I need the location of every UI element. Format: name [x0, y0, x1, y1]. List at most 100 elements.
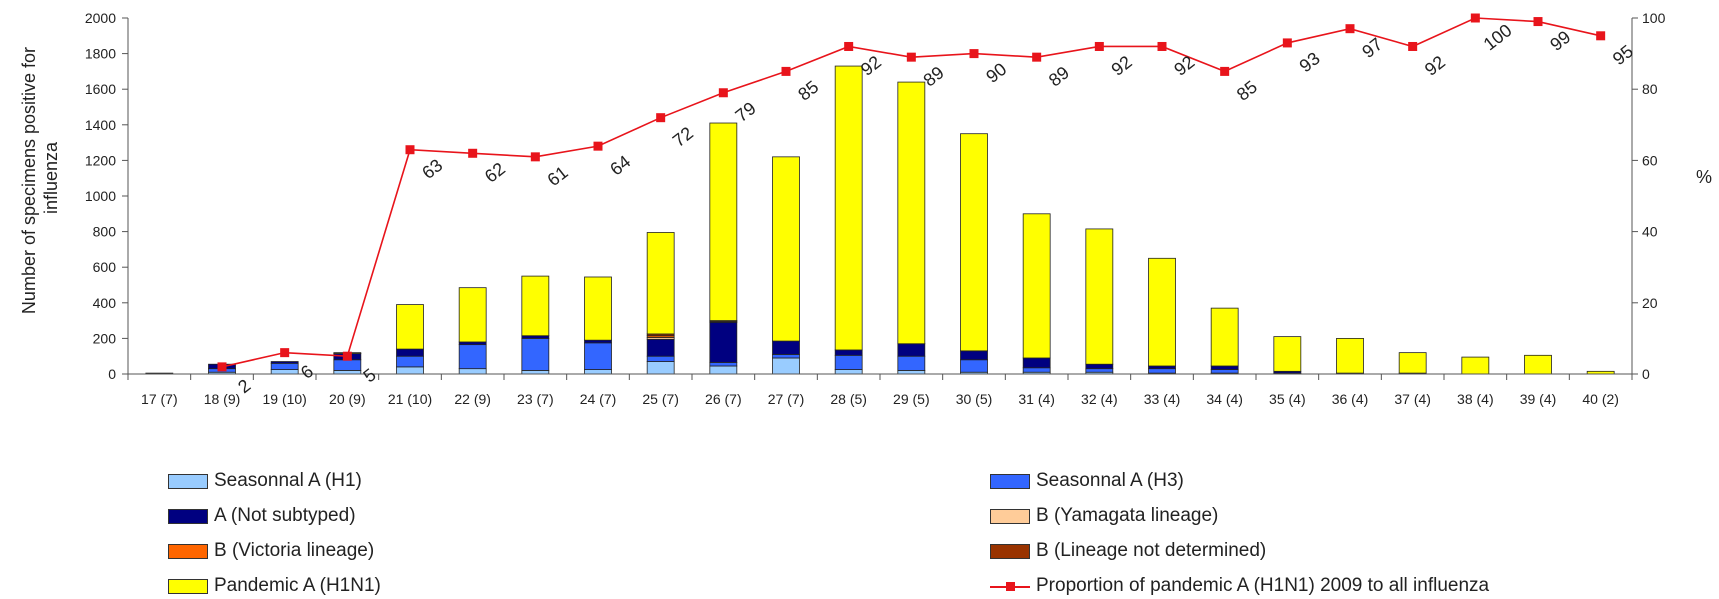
y-tick-label: 1200 [85, 152, 116, 168]
x-tick-label: 21 (10) [388, 391, 432, 407]
y-axis-title-line-2: influenza [41, 141, 61, 214]
bar-segment-seasonnal-a-h3 [458, 344, 487, 370]
bar-segment-seasonnal-a-h3 [1085, 368, 1114, 373]
bar-segment-a-not-subtyped [458, 341, 487, 346]
bar-segment-seasonnal-a-h3 [396, 355, 424, 368]
x-tick-label: 31 (4) [1018, 391, 1055, 407]
bar-segment-seasonnal-a-h3 [646, 355, 675, 362]
bar-segment-a-not-subtyped [1085, 363, 1114, 370]
x-tick-label: 17 (7) [141, 391, 178, 407]
bar-segment-seasonnal-a-h3 [1148, 368, 1176, 374]
x-tick-label: 36 (4) [1332, 391, 1369, 407]
bar-segment-a-not-subtyped [584, 339, 612, 344]
y-tick-label: 200 [93, 330, 117, 346]
x-tick-label: 40 (2) [1582, 391, 1619, 407]
proportion-marker [1032, 52, 1042, 62]
y-tick-label: 1000 [85, 188, 116, 204]
bar-segment-pandemic-a-h1n1 [1148, 257, 1176, 367]
bar-segment-pandemic-a-h1n1 [396, 304, 424, 350]
bar-segment-a-not-subtyped [772, 340, 800, 355]
y2-tick-label: 60 [1642, 152, 1658, 168]
bar-segment-pandemic-a-h1n1 [772, 156, 800, 342]
proportion-marker [1470, 13, 1480, 23]
bar-segment-pandemic-a-h1n1 [1336, 337, 1364, 374]
proportion-marker [593, 141, 603, 151]
proportion-marker [217, 362, 227, 372]
proportion-data-label: 100 [1480, 20, 1516, 54]
proportion-data-label: 99 [1546, 27, 1574, 55]
x-axis-ticks: 17 (7) 18 (9) 19 (10) 20 (9) 21 (10) 22 (9) 23… [127, 374, 1633, 407]
bar-segment-a-not-subtyped [396, 348, 424, 357]
bar-segment-pandemic-a-h1n1 [1524, 354, 1552, 375]
left-axis-ticks: 0 200 400 600 800 1000 1200 1400 1600 1800 2000 [85, 10, 128, 382]
bar-segment-a-not-subtyped [521, 335, 550, 339]
x-tick-label: 18 (9) [204, 391, 241, 407]
bar-segment-a-not-subtyped [897, 343, 926, 357]
proportion-marker [1282, 38, 1292, 48]
x-tick-label: 28 (5) [830, 391, 867, 407]
proportion-data-label: 95 [1609, 41, 1637, 69]
x-tick-label: 23 (7) [517, 391, 554, 407]
bar-segment-a-not-subtyped [1022, 357, 1051, 369]
proportion-marker [405, 145, 415, 155]
bar-segment-seasonnal-a-h3 [1210, 369, 1239, 374]
bar-segment-pandemic-a-h1n1 [897, 81, 926, 345]
bar-segment-pandemic-a-h1n1 [1210, 307, 1239, 367]
proportion-marker [906, 52, 916, 62]
bar-segment-pandemic-a-h1n1 [1022, 213, 1051, 359]
bar-segment-seasonnal-a-h3 [960, 359, 988, 373]
axis-titles: Number of specimens positive for influen… [19, 42, 1712, 314]
proportion-data-label: 93 [1296, 48, 1324, 76]
x-tick-label: 27 (7) [768, 391, 805, 407]
x-tick-label: 26 (7) [705, 391, 742, 407]
bar-segment-a-not-subtyped [709, 321, 738, 363]
proportion-marker [1533, 17, 1543, 27]
proportion-data-label: 85 [1233, 77, 1261, 105]
x-tick-label: 32 (4) [1081, 391, 1118, 407]
bar-segment-pandemic-a-h1n1 [709, 122, 738, 321]
proportion-marker [718, 88, 728, 98]
y-tick-label: 1600 [85, 81, 116, 97]
proportion-marker [969, 49, 979, 59]
y-axis-title: Number of specimens positive for influen… [19, 42, 61, 314]
proportion-data-label: 72 [669, 123, 697, 151]
y2-tick-label: 20 [1642, 295, 1658, 311]
bar-segment-seasonnal-a-h1 [834, 369, 863, 375]
x-tick-label: 35 (4) [1269, 391, 1306, 407]
bar-segment-seasonnal-a-h1 [897, 370, 926, 375]
y-tick-label: 2000 [85, 10, 116, 26]
proportion-data-label: 64 [606, 151, 634, 179]
x-tick-label: 22 (9) [454, 391, 491, 407]
bar-segment-seasonnal-a-h1 [396, 366, 424, 375]
proportion-data-label: 5 [360, 365, 380, 387]
proportion-marker [342, 351, 352, 361]
x-tick-label: 37 (4) [1394, 391, 1431, 407]
proportion-marker [280, 348, 290, 358]
y2-axis-title: % [1696, 167, 1712, 187]
bar-segment-a-not-subtyped [1210, 365, 1239, 370]
proportion-marker [1157, 41, 1167, 51]
proportion-marker [468, 148, 478, 158]
x-tick-label: 38 (4) [1457, 391, 1494, 407]
bar-segment-seasonnal-a-h1 [772, 357, 800, 375]
bar-segment-seasonnal-a-h3 [521, 337, 550, 371]
bar-segment-pandemic-a-h1n1 [458, 287, 487, 343]
bar-segment-seasonnal-a-h1 [709, 365, 738, 375]
bar-segment-seasonnal-a-h1 [333, 370, 362, 375]
proportion-data-label: 85 [794, 77, 822, 105]
y-tick-label: 600 [93, 259, 117, 275]
proportion-marker [656, 113, 666, 123]
y-tick-label: 1800 [85, 46, 116, 62]
proportion-marker [1596, 31, 1606, 41]
bar-segment-a-not-subtyped [270, 361, 299, 364]
x-tick-label: 34 (4) [1206, 391, 1243, 407]
proportion-marker [1345, 24, 1355, 34]
proportion-marker [844, 41, 854, 51]
bar-segment-pandemic-a-h1n1 [1085, 228, 1114, 365]
x-tick-label: 19 (10) [262, 391, 306, 407]
proportion-data-label: 92 [1170, 52, 1198, 80]
bar-segment-pandemic-a-h1n1 [646, 232, 675, 335]
bar-segment-a-not-subtyped [1148, 365, 1176, 370]
x-tick-label: 39 (4) [1520, 391, 1557, 407]
